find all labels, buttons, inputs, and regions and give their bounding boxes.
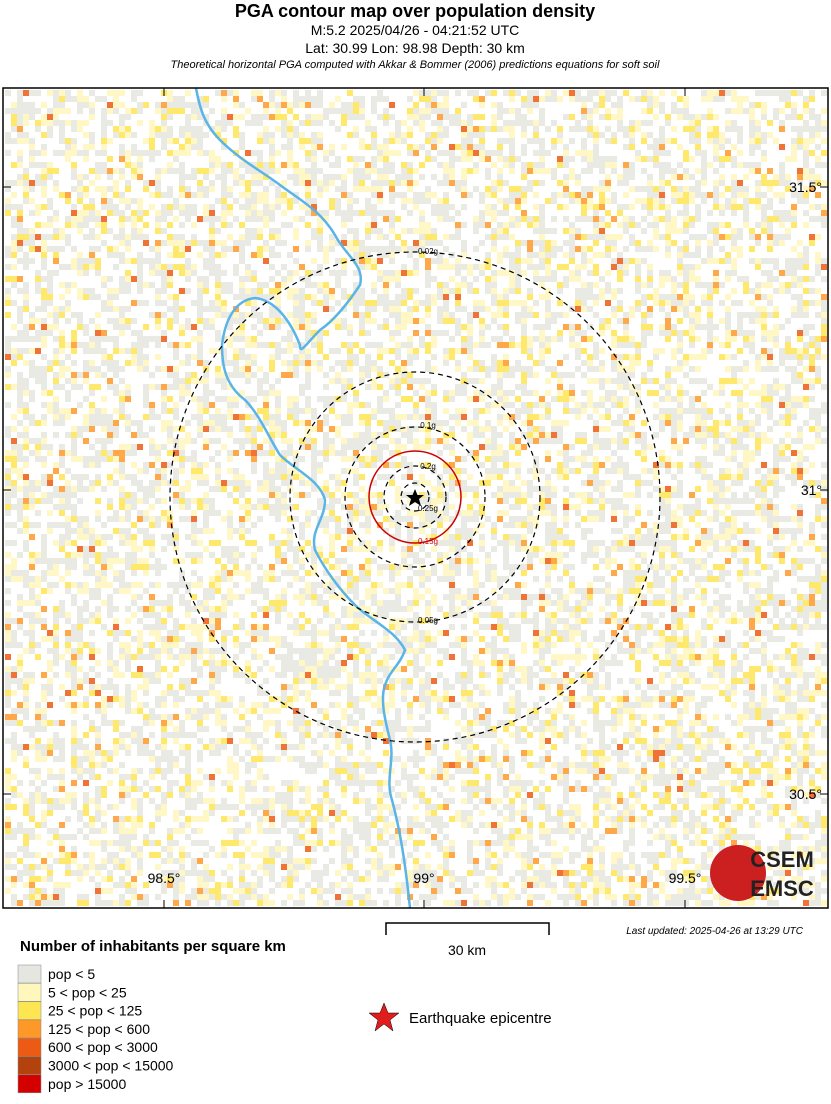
contour-label: 0.02g	[418, 247, 438, 256]
logo-text: CSEM	[750, 847, 814, 872]
legend-title: Number of inhabitants per square km	[20, 938, 286, 955]
legend-swatch	[17, 1019, 42, 1039]
ticks	[3, 88, 828, 908]
map-area: 0.02g 0.05g 0.1g 0.15g 0.2g 0.25g 31.5° 31° 3…	[2, 87, 829, 909]
contours: 0.02g 0.05g 0.1g 0.15g 0.2g 0.25g	[169, 247, 661, 743]
last-updated: Last updated: 2025-04-26 at 13:29 UTC	[626, 926, 804, 937]
method-note: Theoretical horizontal PGA computed with…	[171, 59, 660, 71]
legend-swatch	[17, 1056, 42, 1075]
logo: CSEM EMSC	[710, 845, 814, 901]
contour-line	[289, 371, 541, 623]
contour-line	[344, 426, 486, 568]
contour-label: 0.15g	[418, 537, 438, 546]
legend-swatch	[17, 964, 42, 984]
legend-label: 600 < pop < 3000	[48, 1039, 158, 1055]
legend-swatch	[17, 983, 42, 1002]
contour-label: 0.05g	[418, 616, 438, 625]
epicentre-star	[406, 489, 424, 506]
legend-label: pop > 15000	[48, 1076, 126, 1092]
scale-bar: 30 km	[385, 922, 550, 958]
contour-label: 0.25g	[418, 504, 438, 513]
contour-line	[368, 450, 462, 544]
population-cells	[5, 90, 827, 906]
legend-label: 5 < pop < 25	[48, 984, 127, 1000]
legend-swatch	[17, 1074, 42, 1094]
contour-line	[169, 251, 661, 743]
legend-epicentre-label: Earthquake epicentre	[409, 1010, 552, 1027]
legend-label: pop < 5	[48, 966, 95, 982]
contour-label: 0.2g	[420, 462, 436, 471]
lon-label: 99°	[413, 870, 434, 886]
legend-label: 3000 < pop < 15000	[48, 1058, 174, 1074]
contour-line	[383, 465, 447, 529]
logo-text: EMSC	[750, 876, 814, 901]
lon-label: 98.5°	[148, 870, 181, 886]
lat-label: 31°	[801, 482, 822, 498]
event-info: M:5.2 2025/04/26 - 04:21:52 UTC	[311, 22, 520, 38]
legend-epicentre-star	[368, 1002, 400, 1032]
contour-line	[400, 482, 430, 512]
legend-swatch	[17, 1001, 42, 1020]
river	[194, 87, 412, 909]
lon-label: 99.5°	[669, 870, 702, 886]
legend-label: 125 < pop < 600	[48, 1021, 150, 1037]
legend: pop < 5 5 < pop < 25 25 < pop < 125 125 < p…	[17, 964, 174, 1094]
map-frame	[2, 87, 829, 909]
lat-label: 30.5°	[789, 786, 822, 802]
legend-swatch	[17, 1037, 42, 1057]
legend-label: 25 < pop < 125	[48, 1003, 142, 1019]
lat-label: 31.5°	[789, 179, 822, 195]
contour-label: 0.1g	[420, 421, 436, 430]
title: PGA contour map over population density	[235, 1, 595, 21]
location-info: Lat: 30.99 Lon: 98.98 Depth: 30 km	[305, 40, 525, 56]
scale-label: 30 km	[448, 942, 486, 958]
